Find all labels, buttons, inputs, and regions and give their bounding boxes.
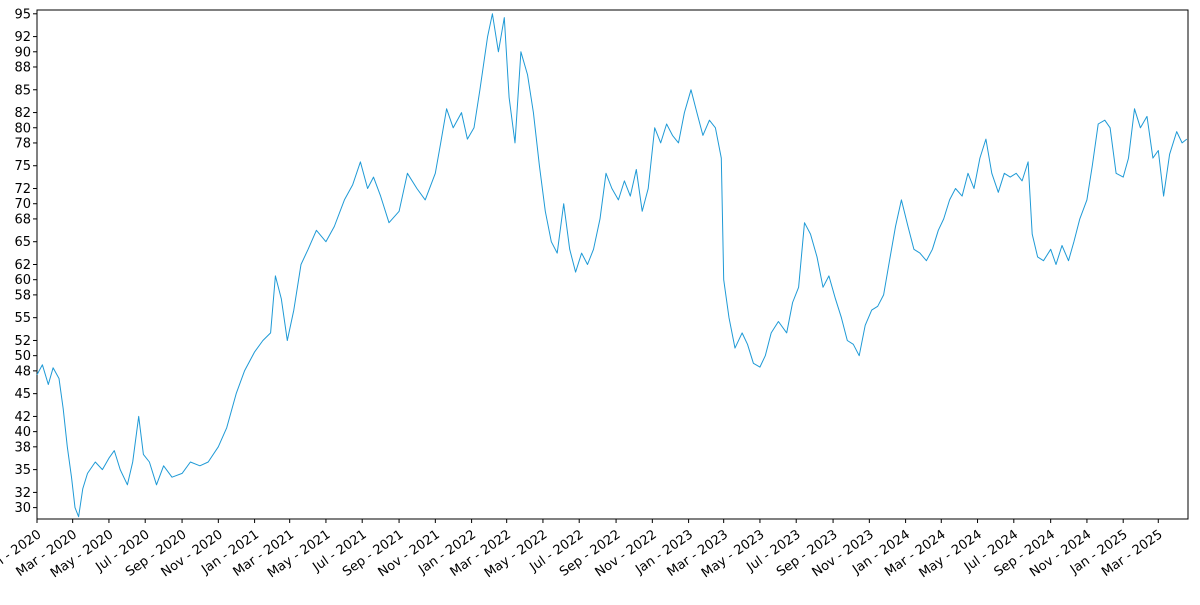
plot-area-frame [36, 9, 1189, 520]
y-tick-label: 92 [14, 30, 31, 45]
y-tick-label: 50 [14, 349, 31, 364]
y-tick-label: 30 [14, 501, 31, 516]
y-tick-label: 48 [14, 364, 31, 379]
y-tick-label: 58 [14, 288, 31, 303]
y-tick-label: 40 [14, 425, 31, 440]
y-tick-label: 80 [14, 121, 31, 136]
y-tick-label: 70 [14, 197, 31, 212]
y-tick-label: 65 [14, 235, 31, 250]
y-tick-label: 35 [14, 463, 31, 478]
y-tick-label: 82 [14, 106, 31, 121]
y-tick-label: 45 [14, 387, 31, 402]
y-tick-label: 88 [14, 60, 31, 75]
y-tick-label: 32 [14, 486, 31, 501]
y-tick-label: 55 [14, 311, 31, 326]
y-tick-label: 52 [14, 334, 31, 349]
y-tick-label: 62 [14, 258, 31, 273]
y-tick-label: 68 [14, 212, 31, 227]
y-tick-label: 85 [14, 83, 31, 98]
y-tick-label: 72 [14, 182, 31, 197]
series-line [36, 13, 1188, 518]
y-tick-label: 95 [14, 7, 31, 22]
y-tick-label: 60 [14, 273, 31, 288]
y-tick-label: 75 [14, 159, 31, 174]
y-tick-label: 90 [14, 45, 31, 60]
y-tick-label: 78 [14, 136, 31, 151]
y-tick-label: 42 [14, 410, 31, 425]
series-group [36, 13, 1188, 518]
y-tick-label: 38 [14, 440, 31, 455]
